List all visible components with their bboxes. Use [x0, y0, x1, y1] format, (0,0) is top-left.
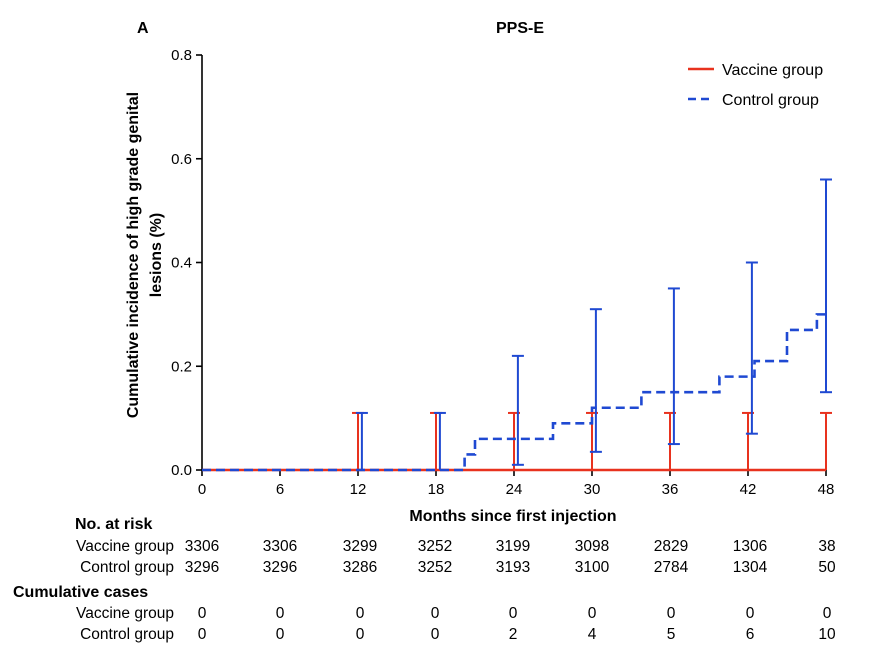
risk-heading-at-risk: No. at risk	[75, 516, 152, 533]
x-tick-label: 30	[584, 481, 601, 498]
risk-cell: 3252	[418, 538, 452, 555]
x-tick-label: 12	[350, 481, 367, 498]
y-tick-label: 0.6	[171, 151, 192, 168]
y-axis-title-line-2: lesions (%)	[148, 213, 165, 297]
risk-cell: 3299	[343, 538, 377, 555]
risk-row-label: Control group	[80, 626, 174, 643]
risk-cell: 0	[198, 626, 207, 643]
y-tick-label: 0.8	[171, 47, 192, 64]
risk-cell: 2	[509, 626, 518, 643]
risk-row-label: Vaccine group	[76, 605, 174, 622]
series-line	[202, 313, 826, 472]
risk-row-label: Control group	[80, 559, 174, 576]
risk-cell: 0	[276, 605, 285, 622]
chart-title: PPS-E	[496, 20, 544, 37]
risk-cell: 3306	[263, 538, 297, 555]
risk-cell: 3286	[343, 559, 377, 576]
x-tick-label: 48	[818, 481, 835, 498]
axes: 0.0 0.2 0.4 0.6 0.8 0 6 12 18 24 30 36 42 48	[171, 47, 834, 498]
y-tick-label: 0.0	[171, 462, 192, 479]
risk-cell: 0	[746, 605, 755, 622]
risk-cell: 10	[818, 626, 836, 643]
series-layer	[202, 178, 832, 472]
risk-cell: 1304	[733, 559, 768, 576]
risk-cell: 4	[588, 626, 597, 643]
y-tick-label: 0.4	[171, 255, 192, 272]
risk-heading-cumulative: Cumulative cases	[13, 584, 148, 601]
risk-cell: 2829	[654, 538, 688, 555]
risk-cell: 0	[431, 605, 440, 622]
risk-cell: 0	[509, 605, 518, 622]
legend: Vaccine group Control group	[688, 62, 823, 109]
x-axis-title: Months since first injection	[409, 508, 616, 525]
risk-cell: 3306	[185, 538, 219, 555]
risk-cell: 0	[431, 626, 440, 643]
risk-cell: 1306	[733, 538, 767, 555]
x-tick-label: 0	[198, 481, 206, 498]
risk-cell: 50	[818, 559, 836, 576]
risk-cell: 5	[667, 626, 676, 643]
risk-cell: 0	[198, 605, 207, 622]
x-tick-label: 6	[276, 481, 284, 498]
risk-cell: 2784	[654, 559, 689, 576]
panel-label: A	[137, 20, 149, 37]
legend-label: Control group	[722, 92, 819, 109]
y-tick-label: 0.2	[171, 358, 192, 375]
x-tick-label: 24	[506, 481, 523, 498]
x-tick-label: 36	[662, 481, 679, 498]
risk-cell: 6	[746, 626, 755, 643]
y-axis-title-line-1: Cumulative incidence of high grade genit…	[125, 92, 142, 418]
risk-row-label: Vaccine group	[76, 538, 174, 555]
x-tick-label: 18	[428, 481, 445, 498]
risk-cell: 0	[276, 626, 285, 643]
risk-cell: 3296	[263, 559, 297, 576]
risk-table: No. at risk Cumulative cases Vaccine gro…	[13, 516, 836, 643]
risk-cell: 3296	[185, 559, 219, 576]
risk-cell: 3199	[496, 538, 530, 555]
risk-cell: 0	[588, 605, 597, 622]
risk-cell: 0	[356, 605, 365, 622]
risk-cell: 0	[823, 605, 832, 622]
risk-cell: 3100	[575, 559, 610, 576]
series-1	[202, 178, 832, 472]
legend-label: Vaccine group	[722, 62, 823, 79]
risk-cell: 38	[818, 538, 835, 555]
risk-cell: 3252	[418, 559, 452, 576]
risk-cell: 0	[667, 605, 676, 622]
risk-cell: 3193	[496, 559, 530, 576]
risk-cell: 3098	[575, 538, 609, 555]
risk-cell: 0	[356, 626, 365, 643]
x-tick-label: 42	[740, 481, 757, 498]
